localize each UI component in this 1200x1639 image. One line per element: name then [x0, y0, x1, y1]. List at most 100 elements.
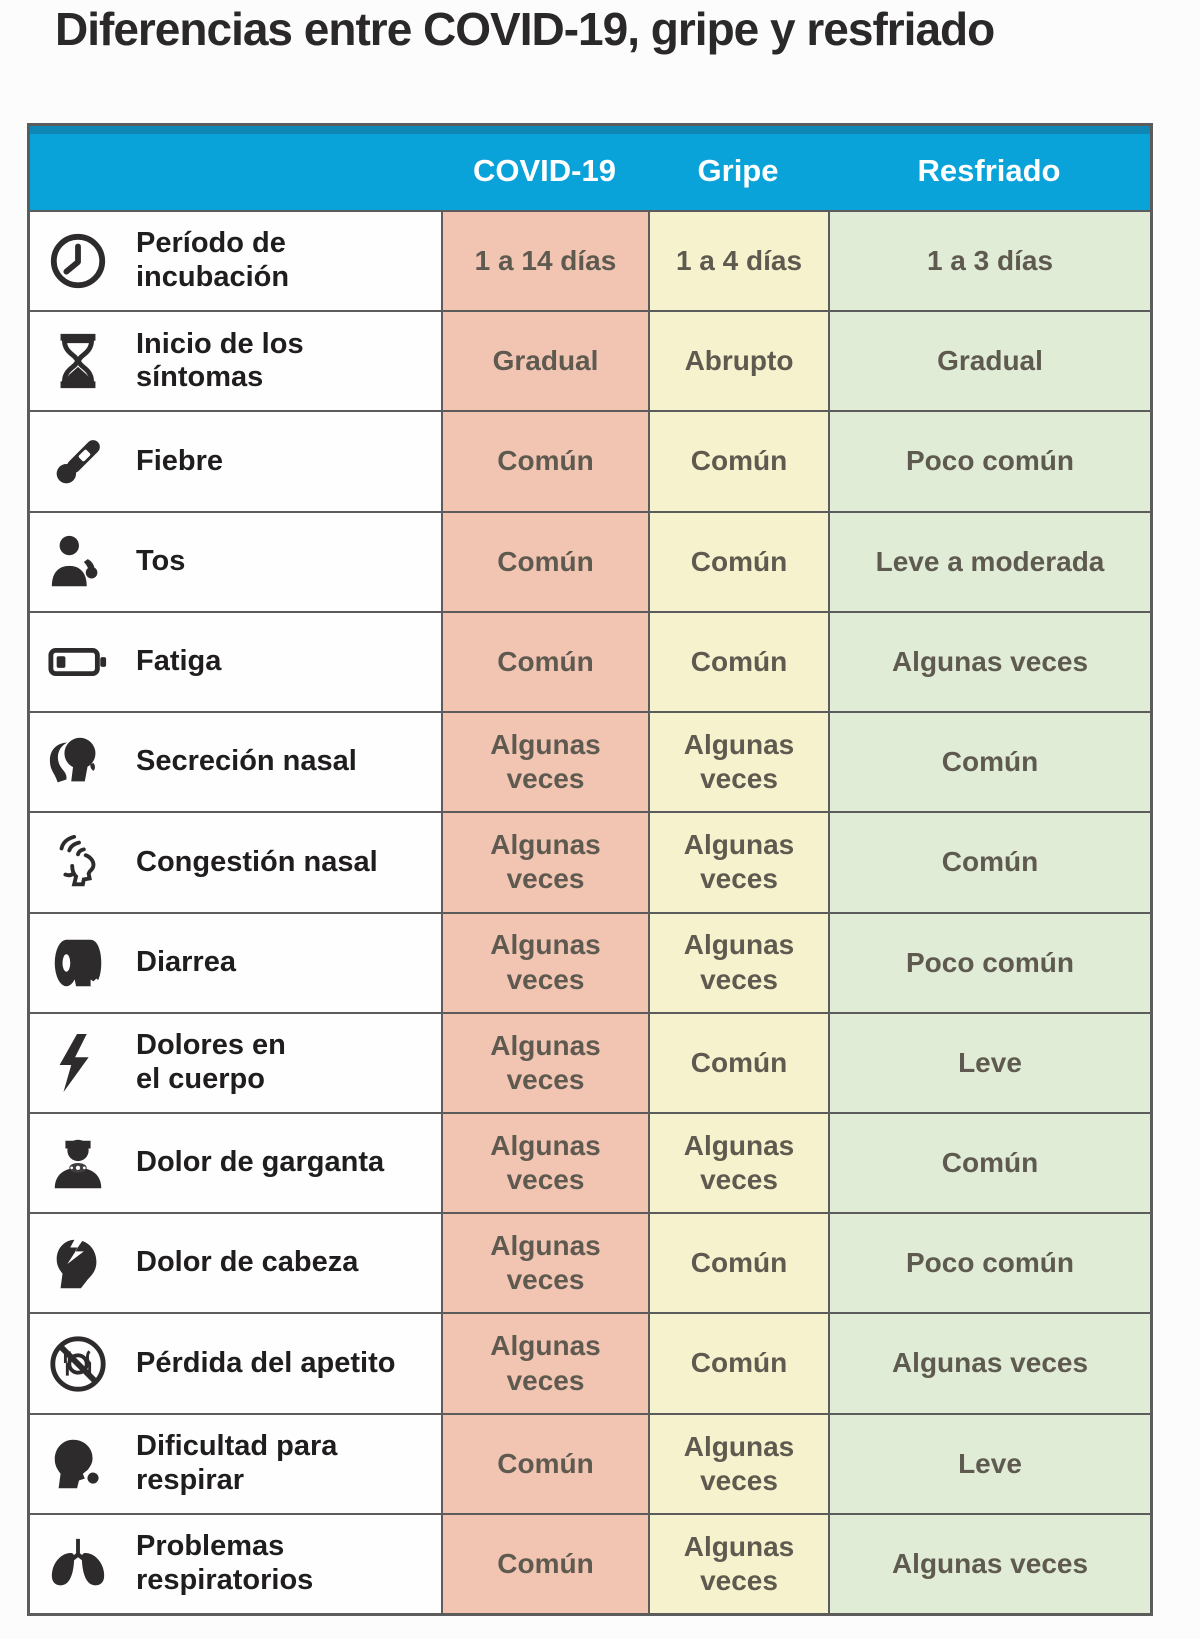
table-row: Inicio de los síntomas Gradual Abrupto G…: [30, 310, 1150, 411]
clock-icon: [46, 229, 110, 293]
breathing-difficulty-icon: [46, 1432, 110, 1496]
table-header: COVID-19 Gripe Resfriado: [30, 126, 1150, 210]
table-row: Dolor de garganta Algunas veces Algunas …: [30, 1111, 1150, 1213]
resfriado-value: Algunas veces: [828, 1514, 1150, 1614]
gripe-value: Común: [648, 412, 828, 511]
resfriado-value: Poco común: [828, 412, 1150, 511]
table-row: Fiebre Común Común Poco común: [30, 410, 1150, 511]
table-row: Secreción nasal Algunas veces Algunas ve…: [30, 711, 1150, 812]
comparison-table: COVID-19 Gripe Resfriado Período de incu…: [27, 123, 1153, 1616]
gripe-value: Algunas veces: [648, 1113, 828, 1213]
covid-value: Algunas veces: [441, 913, 648, 1012]
gripe-value: Algunas veces: [648, 913, 828, 1012]
symptom-label: Dolor de cabeza: [136, 1246, 359, 1279]
covid-value: Común: [441, 412, 648, 511]
resfriado-value: Común: [828, 813, 1150, 912]
table-body: Período de incubación 1 a 14 días 1 a 4 …: [30, 210, 1150, 1614]
symptom-label: Tos: [136, 544, 186, 577]
resfriado-value: 1 a 3 días: [828, 212, 1150, 311]
lungs-icon: [46, 1532, 110, 1596]
covid-value: Algunas veces: [441, 813, 648, 912]
header-gripe: Gripe: [697, 153, 779, 188]
resfriado-value: Algunas veces: [828, 1314, 1150, 1413]
symptom-label: Congestión nasal: [136, 845, 378, 878]
gripe-value: 1 a 4 días: [648, 212, 828, 311]
symptom-cell: Dolor de garganta: [30, 1113, 441, 1213]
symptom-label: Dolor de garganta: [136, 1146, 385, 1179]
covid-value: Algunas veces: [441, 713, 648, 812]
header-covid: COVID-19: [473, 153, 616, 188]
covid-value: Común: [441, 1414, 648, 1513]
symptom-cell: Problemas respiratorios: [30, 1514, 441, 1614]
page-title: Diferencias entre COVID-19, gripe y resf…: [55, 3, 995, 55]
symptom-cell: Pérdida del apetito: [30, 1314, 441, 1413]
symptom-label: Fatiga: [136, 645, 222, 678]
resfriado-value: Común: [828, 1113, 1150, 1213]
covid-value: Algunas veces: [441, 1314, 648, 1413]
symptom-cell: Secreción nasal: [30, 713, 441, 812]
table-row: Fatiga Común Común Algunas veces: [30, 610, 1150, 712]
symptom-label: Inicio de los síntomas: [136, 327, 304, 394]
headache-icon: [46, 1231, 110, 1295]
covid-value: 1 a 14 días: [441, 212, 648, 311]
table-row: Dificultad para respirar Común Algunas v…: [30, 1412, 1150, 1513]
symptom-cell: Dificultad para respirar: [30, 1414, 441, 1513]
gripe-value: Común: [648, 1013, 828, 1112]
gripe-value: Algunas veces: [648, 1414, 828, 1513]
covid-value: Algunas veces: [441, 1013, 648, 1112]
symptom-cell: Dolores en el cuerpo: [30, 1013, 441, 1112]
coughing-person-icon: [46, 530, 110, 594]
resfriado-value: Común: [828, 713, 1150, 812]
table-row: Diarrea Algunas veces Algunas veces Poco…: [30, 911, 1150, 1012]
symptom-cell: Fatiga: [30, 612, 441, 712]
covid-value: Algunas veces: [441, 1113, 648, 1213]
symptom-label: Período de incubación: [136, 227, 290, 294]
symptom-cell: Tos: [30, 512, 441, 611]
table-row: Congestión nasal Algunas veces Algunas v…: [30, 811, 1150, 912]
table-row: Pérdida del apetito Algunas veces Común …: [30, 1312, 1150, 1413]
resfriado-value: Poco común: [828, 913, 1150, 1012]
thermometer-icon: [46, 430, 110, 494]
gripe-value: Algunas veces: [648, 713, 828, 812]
symptom-label: Secreción nasal: [136, 745, 357, 778]
symptom-cell: Período de incubación: [30, 212, 441, 311]
symptom-cell: Inicio de los síntomas: [30, 312, 441, 411]
covid-value: Común: [441, 1514, 648, 1614]
gripe-value: Algunas veces: [648, 813, 828, 912]
symptom-label: Fiebre: [136, 444, 224, 477]
symptom-label: Dificultad para respirar: [136, 1430, 338, 1496]
gripe-value: Algunas veces: [648, 1514, 828, 1614]
table-row: Período de incubación 1 a 14 días 1 a 4 …: [30, 210, 1150, 311]
gripe-value: Abrupto: [648, 312, 828, 411]
resfriado-value: Leve: [828, 1414, 1150, 1513]
resfriado-value: Leve a moderada: [828, 512, 1150, 611]
table-row: Dolor de cabeza Algunas veces Común Poco…: [30, 1212, 1150, 1313]
nasal-congestion-icon: [46, 830, 110, 894]
resfriado-value: Poco común: [828, 1214, 1150, 1313]
resfriado-value: Leve: [828, 1013, 1150, 1112]
gripe-value: Común: [648, 1314, 828, 1413]
runny-nose-icon: [46, 730, 110, 794]
covid-value: Algunas veces: [441, 1214, 648, 1313]
symptom-cell: Fiebre: [30, 412, 441, 511]
table-row: Dolores en el cuerpo Algunas veces Común…: [30, 1011, 1150, 1112]
header-symptom-spacer: [30, 165, 441, 171]
symptom-label: Dolores en el cuerpo: [136, 1029, 286, 1095]
covid-value: Común: [441, 612, 648, 712]
covid-value: Común: [441, 512, 648, 611]
symptom-cell: Congestión nasal: [30, 813, 441, 912]
symptom-label: Problemas respiratorios: [136, 1530, 314, 1596]
toilet-paper-icon: [46, 931, 110, 995]
table-row: Problemas respiratorios Común Algunas ve…: [30, 1512, 1150, 1614]
low-battery-icon: [46, 630, 110, 694]
resfriado-value: Gradual: [828, 312, 1150, 411]
header-resfriado: Resfriado: [917, 153, 1061, 188]
covid-value: Gradual: [441, 312, 648, 411]
symptom-cell: Dolor de cabeza: [30, 1214, 441, 1313]
gripe-value: Común: [648, 612, 828, 712]
symptom-cell: Diarrea: [30, 913, 441, 1012]
gripe-value: Común: [648, 512, 828, 611]
gripe-value: Común: [648, 1214, 828, 1313]
hourglass-icon: [46, 329, 110, 393]
symptom-label: Diarrea: [136, 945, 236, 978]
